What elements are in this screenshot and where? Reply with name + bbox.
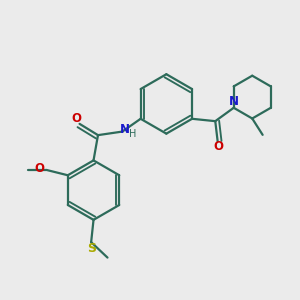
- Text: O: O: [213, 140, 223, 153]
- Text: N: N: [229, 95, 239, 108]
- Text: N: N: [120, 123, 130, 136]
- Text: O: O: [35, 162, 45, 175]
- Text: H: H: [129, 129, 136, 139]
- Text: O: O: [71, 112, 81, 125]
- Text: S: S: [87, 242, 96, 255]
